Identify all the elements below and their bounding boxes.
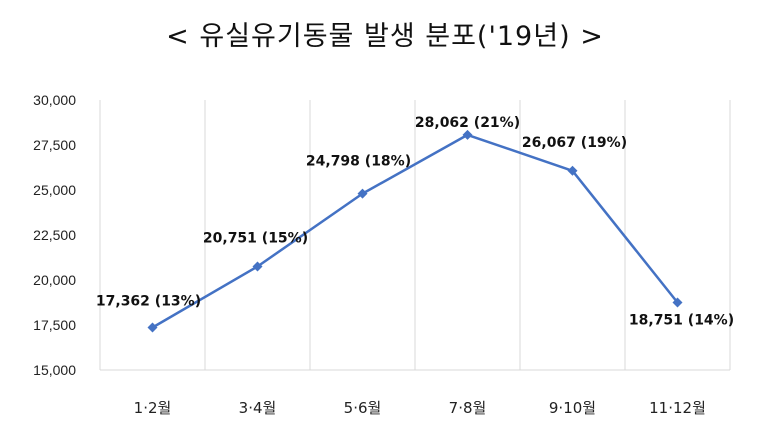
y-tick-label: 15,000: [33, 362, 76, 378]
data-label: 18,751 (14%): [629, 312, 734, 328]
y-tick-label: 25,000: [33, 182, 76, 198]
chart-title: < 유실유기동물 발생 분포('19년) >: [166, 21, 604, 52]
data-label: 20,751 (15%): [203, 230, 308, 246]
series-layer: [151, 133, 679, 329]
y-axis-ticks: 15,000 17,500 20,000 22,500 25,000 27,500 30,0…: [33, 92, 76, 378]
y-tick-label: 27,500: [33, 137, 76, 153]
x-tick-label: 11·12월: [649, 399, 706, 417]
data-label: 24,798 (18%): [306, 154, 411, 170]
y-tick-label: 17,500: [33, 317, 76, 333]
marker-layer: [147, 129, 683, 333]
data-point-marker: [357, 188, 368, 199]
y-tick-label: 30,000: [33, 92, 76, 108]
data-label-layer: 17,362 (13%) 20,751 (15%) 24,798 (18%) 28,0…: [96, 115, 734, 329]
data-point-marker: [252, 261, 263, 272]
data-point-marker: [567, 165, 578, 176]
y-tick-label: 22,500: [33, 227, 76, 243]
x-tick-label: 1·2월: [134, 399, 172, 417]
x-axis-ticks: 1·2월 3·4월 5·6월 7·8월 9·10월 11·12월: [134, 399, 706, 417]
data-label: 28,062 (21%): [415, 115, 520, 131]
data-label: 17,362 (13%): [96, 293, 201, 309]
x-tick-label: 7·8월: [449, 399, 487, 417]
x-tick-label: 9·10월: [549, 399, 596, 417]
x-tick-label: 5·6월: [344, 399, 382, 417]
y-tick-label: 20,000: [33, 272, 76, 288]
data-point-marker: [462, 129, 473, 140]
grid-layer: [99, 100, 731, 371]
data-label: 26,067 (19%): [522, 135, 627, 151]
data-point-marker: [147, 322, 158, 333]
x-tick-label: 3·4월: [239, 399, 277, 417]
data-point-marker: [672, 297, 683, 308]
series-line: [151, 133, 679, 329]
